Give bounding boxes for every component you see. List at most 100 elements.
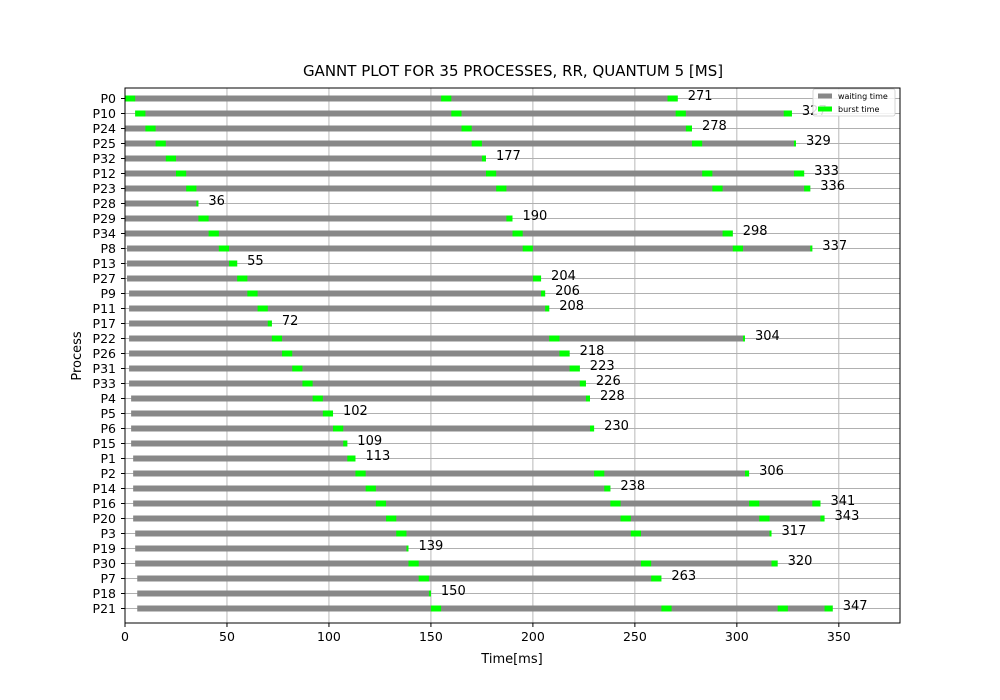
burst-time-bar — [804, 185, 811, 192]
waiting-time-bar — [131, 425, 595, 432]
burst-time-bar — [749, 500, 760, 507]
waiting-time-bar — [135, 560, 778, 567]
waiting-time-bar — [125, 95, 678, 102]
burst-time-bar — [691, 140, 703, 147]
burst-time-bar — [640, 560, 652, 567]
burst-time-bar — [569, 365, 580, 372]
burst-time-bar — [675, 110, 686, 117]
burst-time-bar — [777, 605, 788, 612]
y-tick-label: P14 — [93, 481, 116, 496]
waiting-time-bar — [125, 230, 733, 237]
burst-time-bar — [745, 470, 750, 477]
burst-time-bar — [712, 185, 723, 192]
waiting-time-bar — [125, 215, 513, 222]
y-tick-label: P16 — [93, 496, 116, 511]
y-tick-label: P15 — [93, 436, 116, 451]
completion-time-label: 72 — [282, 314, 299, 329]
y-tick-label: P0 — [101, 91, 117, 106]
burst-time-bar — [793, 170, 805, 177]
y-tick-label: P4 — [101, 391, 117, 406]
burst-time-bar — [522, 245, 533, 252]
completion-time-label: 208 — [559, 299, 584, 314]
waiting-time-bar — [129, 305, 550, 312]
completion-time-label: 177 — [496, 149, 521, 164]
completion-time-label: 223 — [590, 359, 615, 374]
y-tick-label: P32 — [93, 151, 116, 166]
burst-time-bar — [396, 530, 407, 537]
waiting-time-bar — [137, 590, 431, 597]
burst-time-bar — [783, 110, 792, 117]
burst-time-bar — [375, 500, 387, 507]
x-tick-label: 200 — [521, 629, 545, 644]
burst-time-bar — [549, 335, 560, 342]
burst-time-bar — [175, 170, 187, 177]
burst-time-bar — [155, 140, 166, 147]
waiting-time-bar — [131, 440, 348, 447]
burst-time-bar — [651, 575, 662, 582]
burst-time-bar — [186, 185, 197, 192]
burst-time-bar — [545, 305, 550, 312]
burst-time-bar — [532, 275, 542, 282]
burst-time-bar — [812, 500, 821, 507]
y-tick-label: P12 — [93, 166, 116, 181]
waiting-time-bar — [125, 140, 796, 147]
y-tick-label: P25 — [93, 136, 116, 151]
burst-time-bar — [461, 125, 472, 132]
waiting-time-bar — [127, 275, 542, 282]
burst-time-bar — [451, 110, 462, 117]
waiting-time-bar — [135, 530, 772, 537]
y-axis-label: Process — [70, 331, 85, 381]
completion-time-label: 218 — [580, 344, 605, 359]
bars-layer: 2713272783291773333363619029833755204206… — [125, 89, 868, 614]
burst-time-bar — [257, 305, 268, 312]
completion-time-label: 230 — [604, 419, 629, 434]
y-tick-label: P24 — [93, 121, 116, 136]
burst-time-bar — [685, 125, 692, 132]
completion-time-label: 150 — [441, 584, 466, 599]
burst-time-bar — [196, 200, 199, 207]
waiting-time-bar — [137, 605, 833, 612]
waiting-time-bar — [135, 110, 792, 117]
y-tick-label: P9 — [101, 286, 117, 301]
completion-time-label: 278 — [702, 119, 727, 134]
legend-box — [812, 88, 896, 117]
y-tick-label: P30 — [93, 556, 116, 571]
burst-time-bar — [343, 440, 348, 447]
burst-time-bar — [610, 500, 621, 507]
y-tick-label: P20 — [93, 511, 116, 526]
waiting-time-bar — [129, 320, 272, 327]
burst-time-bar — [771, 560, 778, 567]
burst-time-bar — [604, 485, 611, 492]
burst-time-bar — [759, 515, 770, 522]
burst-time-bar — [312, 395, 323, 402]
y-tick-label: P33 — [93, 376, 116, 391]
y-tick-label: P27 — [93, 271, 116, 286]
y-tick-label: P2 — [101, 466, 117, 481]
burst-time-bar — [769, 530, 772, 537]
burst-time-bar — [333, 425, 344, 432]
completion-time-label: 343 — [835, 509, 860, 524]
completion-time-label: 333 — [814, 164, 839, 179]
x-tick-label: 50 — [219, 629, 235, 644]
legend-label: burst time — [838, 105, 879, 114]
completion-time-label: 337 — [822, 239, 847, 254]
waiting-time-bar — [133, 455, 356, 462]
y-tick-label: P23 — [93, 181, 116, 196]
burst-time-bar — [793, 140, 796, 147]
burst-time-bar — [198, 215, 209, 222]
plot-frame — [124, 87, 901, 624]
completion-time-label: 306 — [759, 464, 784, 479]
waiting-time-bar — [125, 125, 692, 132]
burst-time-bar — [145, 125, 156, 132]
legend: waiting time burst time — [812, 88, 896, 117]
completion-time-label: 109 — [357, 434, 382, 449]
burst-time-bar — [292, 365, 303, 372]
burst-time-bar — [406, 545, 409, 552]
burst-time-bar — [590, 425, 595, 432]
completion-time-label: 238 — [620, 479, 645, 494]
burst-time-bar — [585, 395, 590, 402]
burst-time-bar — [810, 245, 813, 252]
completion-time-label: 271 — [688, 89, 713, 104]
x-tick-label: 150 — [419, 629, 443, 644]
waiting-time-bar — [131, 395, 591, 402]
